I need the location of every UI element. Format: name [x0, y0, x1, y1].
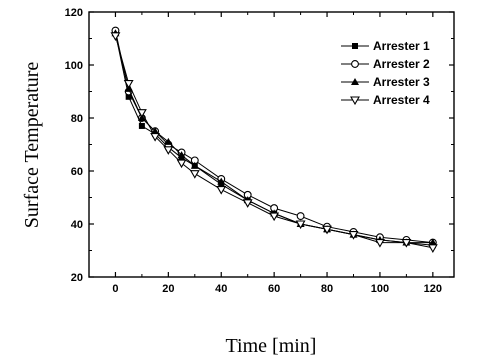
series-4-point	[427, 244, 438, 253]
axis-ticks: 0 20 40 60 80 100 120 20 40 60 80 100 120	[65, 7, 454, 295]
x-tick-label: 0	[112, 283, 118, 295]
x-axis-label: Time [min]	[226, 335, 317, 357]
series-1-point	[138, 122, 145, 129]
series-4-point	[295, 220, 306, 230]
y-tick-label: 40	[71, 219, 83, 231]
series-4-point	[163, 146, 174, 155]
series-4-point	[176, 159, 187, 169]
series-3-point	[190, 161, 199, 169]
y-tick-label: 60	[71, 166, 83, 178]
series-2-point	[296, 212, 305, 221]
series-4-point	[322, 225, 332, 235]
series-4	[110, 32, 438, 253]
y-tick-label: 20	[71, 272, 83, 284]
series-3-point	[428, 238, 437, 246]
legend-label-3: Arrester 3	[373, 75, 430, 89]
x-tick-label: 80	[321, 283, 333, 295]
series-3-point	[177, 151, 186, 159]
y-axis-label: Surface Temperature	[21, 62, 43, 229]
series-layer	[110, 26, 438, 253]
series-4-point	[348, 231, 359, 240]
series-4-point	[401, 239, 412, 248]
legend-marker-3	[351, 78, 359, 85]
series-4-point	[189, 170, 200, 179]
x-tick-label: 20	[162, 283, 174, 295]
legend-label-1: Arrester 1	[373, 39, 430, 53]
series-4-point	[242, 199, 253, 208]
legend-label-4: Arrester 4	[373, 93, 430, 107]
legend: Arrester 1 Arrester 2 Arrester 3 Arrester 4	[341, 39, 430, 107]
series-4-line	[114, 35, 433, 249]
series-3-point	[217, 177, 226, 185]
x-tick-label: 100	[371, 283, 389, 295]
legend-marker-2	[351, 60, 359, 68]
x-tick-label: 40	[215, 283, 227, 295]
x-tick-label: 120	[424, 283, 442, 295]
series-4-point	[136, 109, 147, 118]
legend-label-2: Arrester 2	[373, 57, 430, 71]
series-4-point	[110, 32, 121, 41]
y-tick-label: 80	[71, 113, 83, 125]
y-tick-label: 120	[65, 7, 83, 19]
series-4-point	[374, 239, 385, 248]
series-4-point	[123, 80, 134, 89]
series-4-point	[269, 212, 280, 222]
x-tick-label: 60	[268, 283, 280, 295]
legend-marker-4	[350, 96, 360, 106]
legend-marker-1	[352, 43, 358, 49]
series-3-point	[164, 137, 173, 145]
series-4-point	[150, 133, 161, 142]
series-1-point	[125, 93, 132, 100]
y-tick-label: 100	[65, 60, 83, 72]
series-4-point	[216, 186, 227, 195]
